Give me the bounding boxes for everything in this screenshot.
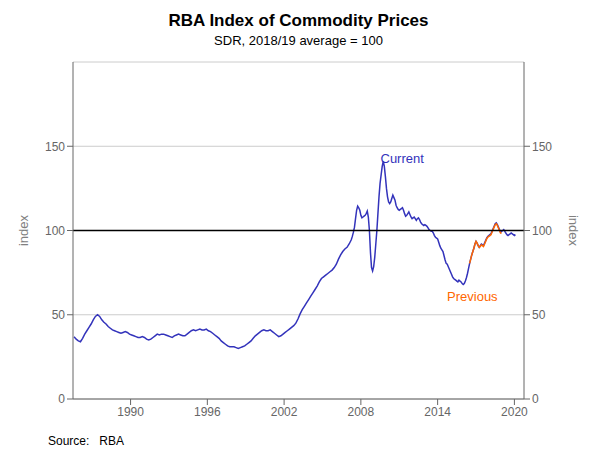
svg-text:0: 0 [58,392,65,406]
svg-text:50: 50 [532,308,546,322]
svg-text:2002: 2002 [271,405,298,419]
svg-text:Current: Current [381,151,425,166]
svg-text:index: index [16,214,31,246]
svg-text:Previous: Previous [447,289,498,304]
svg-text:1996: 1996 [194,405,221,419]
svg-text:150: 150 [45,140,65,154]
html-text:SDR, 2018/19 average = 100: SDR, 2018/19 average = 100 [214,33,383,48]
svg-text:2014: 2014 [424,405,451,419]
svg-text:0: 0 [532,392,539,406]
html-text:RBA Index of Commodity Prices: RBA Index of Commodity Prices [168,11,429,30]
html-text:Source: RBA: Source: RBA [48,434,124,448]
svg-text:2008: 2008 [348,405,375,419]
svg-text:2020: 2020 [501,405,528,419]
svg-text:50: 50 [52,308,66,322]
svg-text:index: index [566,215,581,247]
svg-text:150: 150 [532,140,552,154]
svg-text:1990: 1990 [117,405,144,419]
svg-text:100: 100 [532,224,552,238]
svg-text:100: 100 [45,224,65,238]
